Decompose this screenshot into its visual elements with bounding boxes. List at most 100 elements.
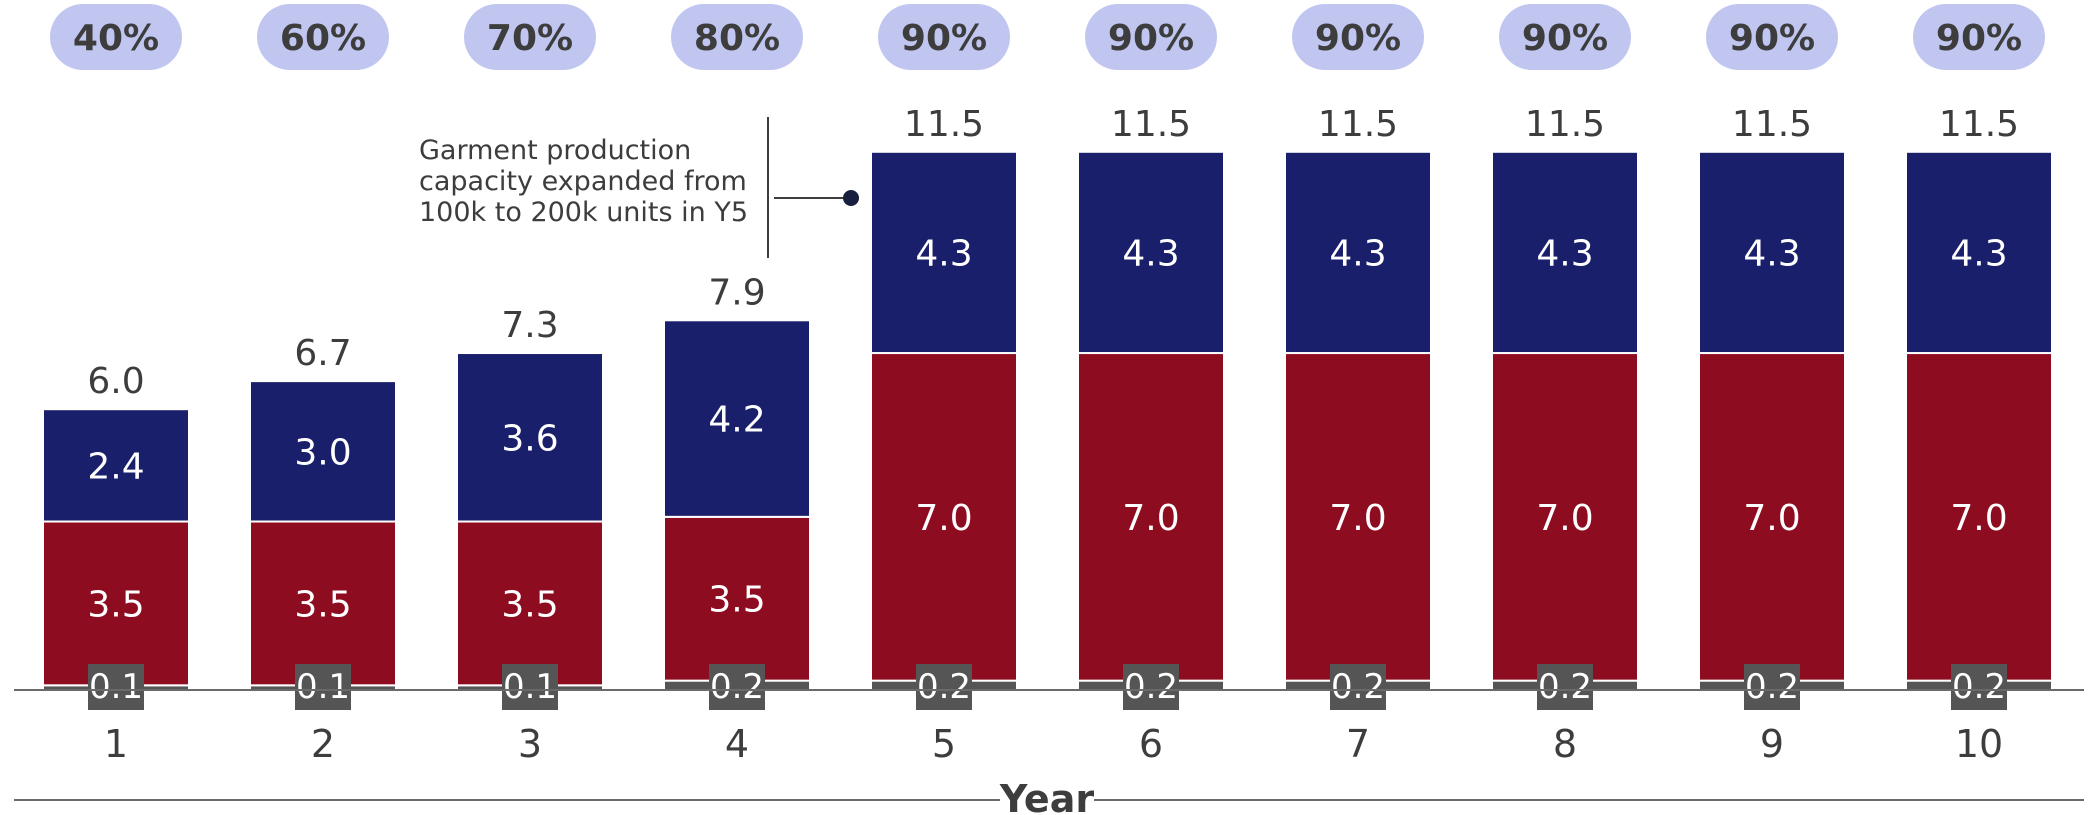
bar-segment: [1284, 150, 1432, 355]
utilization-pill-label: 90%: [1108, 18, 1194, 59]
segment-value-label: 7.0: [1950, 498, 2007, 539]
bar-segment: [870, 150, 1018, 355]
base-value-box: [1951, 664, 2007, 710]
utilization-pill: [1706, 4, 1838, 70]
x-tick-label: 5: [932, 722, 956, 766]
x-tick-label: 3: [518, 722, 542, 766]
total-value-label: 11.5: [1732, 104, 1812, 145]
base-value-label: 0.1: [296, 667, 350, 707]
segment-value-label: 4.3: [1536, 233, 1593, 274]
x-tick-label: 4: [725, 722, 749, 766]
utilization-pill-label: 40%: [73, 18, 159, 59]
annotation-text-line: Garment production: [419, 135, 691, 166]
x-tick-labels: 1 2 3 4 5 6 7 8 9 10: [104, 722, 2003, 766]
utilization-pill: [878, 4, 1010, 70]
bar-segment: [870, 352, 1018, 682]
segment-value-label: 4.3: [915, 233, 972, 274]
segment-value-label: 3.6: [501, 418, 558, 459]
segment-value-label: 7.0: [1536, 498, 1593, 539]
bar-segment: [1905, 352, 2053, 682]
base-value-box: [916, 664, 972, 710]
bar-segment: [1077, 352, 1225, 682]
base-value-label: 0.2: [1331, 667, 1385, 707]
utilization-pill-label: 90%: [1729, 18, 1815, 59]
total-value-label: 11.5: [1525, 104, 1605, 145]
bar-segment: [42, 408, 190, 523]
segment-value-label: 3.5: [87, 584, 144, 625]
base-value-box: [1537, 664, 1593, 710]
bar-segment: [663, 515, 811, 682]
segment-value-label: 3.0: [294, 432, 351, 473]
segment-value-label: 3.5: [708, 580, 765, 621]
segment-value-label: 7.0: [915, 498, 972, 539]
total-value-label: 7.3: [501, 305, 558, 346]
base-value-box: [709, 664, 765, 710]
x-tick-label: 1: [104, 722, 128, 766]
annotation-text-line: capacity expanded from: [419, 166, 747, 197]
annotation-dot: [843, 190, 859, 206]
segment-value-label: 4.3: [1329, 233, 1386, 274]
annotation-text-line: 100k to 200k units in Y5: [419, 197, 748, 228]
base-value-label: 0.2: [1952, 667, 2006, 707]
segment-value-label: 4.3: [1950, 233, 2007, 274]
base-value-label: 0.2: [1538, 667, 1592, 707]
utilization-pill: [1292, 4, 1424, 70]
utilization-pill: [1085, 4, 1217, 70]
base-value-label: 0.2: [1745, 667, 1799, 707]
bar-segment: [663, 319, 811, 518]
base-value-box: [295, 664, 351, 710]
bar-segment: [1905, 150, 2053, 355]
bar-segment: [42, 520, 190, 687]
base-value-label: 0.2: [710, 667, 764, 707]
base-value-label: 0.2: [1124, 667, 1178, 707]
bars-group: [42, 150, 2053, 692]
x-axis-title: Year: [999, 777, 1094, 815]
utilization-pill-label: 90%: [1522, 18, 1608, 59]
total-value-label: 11.5: [904, 104, 984, 145]
utilization-pill: [464, 4, 596, 70]
x-tick-label: 8: [1553, 722, 1577, 766]
total-value-label: 11.5: [1318, 104, 1398, 145]
total-value-label: 7.9: [708, 272, 765, 313]
base-value-box: [1744, 664, 1800, 710]
bar-segment: [456, 520, 604, 687]
x-tick-label: 2: [311, 722, 335, 766]
utilization-pill: [1499, 4, 1631, 70]
bar-segment: [1698, 352, 1846, 682]
segment-value-label: 7.0: [1329, 498, 1386, 539]
utilization-pill-label: 90%: [1315, 18, 1401, 59]
x-tick-label: 10: [1955, 722, 2003, 766]
base-value-box: [502, 664, 558, 710]
base-value-label: 0.1: [503, 667, 557, 707]
utilization-pill-label: 80%: [694, 18, 780, 59]
labels-group: 0.1 3.5 2.4 6.0 0.1 3.5 3.0 6.7 0.1 3.5 3.6 7.3 0.2 3…: [87, 104, 2019, 710]
segment-value-label: 3.5: [294, 584, 351, 625]
x-tick-label: 6: [1139, 722, 1163, 766]
bar-segment: [456, 352, 604, 523]
x-tick-label: 9: [1760, 722, 1784, 766]
segment-value-label: 7.0: [1122, 498, 1179, 539]
segment-value-label: 3.5: [501, 584, 558, 625]
utilization-pill: [1913, 4, 2045, 70]
bar-segment: [249, 380, 397, 523]
base-value-box: [88, 664, 144, 710]
utilization-pill-label: 70%: [487, 18, 573, 59]
total-value-label: 6.7: [294, 333, 351, 374]
base-value-label: 0.1: [89, 667, 143, 707]
base-value-box: [1330, 664, 1386, 710]
base-value-label: 0.2: [917, 667, 971, 707]
utilization-pill: [50, 4, 182, 70]
segment-value-label: 7.0: [1743, 498, 1800, 539]
base-value-box: [1123, 664, 1179, 710]
bar-segment: [1491, 150, 1639, 355]
segment-value-label: 4.2: [708, 400, 765, 441]
segment-value-label: 2.4: [87, 446, 144, 487]
utilization-pill: [671, 4, 803, 70]
total-value-label: 11.5: [1939, 104, 2019, 145]
x-tick-label: 7: [1346, 722, 1370, 766]
total-value-label: 6.0: [87, 361, 144, 402]
total-value-label: 11.5: [1111, 104, 1191, 145]
segment-value-label: 4.3: [1743, 233, 1800, 274]
